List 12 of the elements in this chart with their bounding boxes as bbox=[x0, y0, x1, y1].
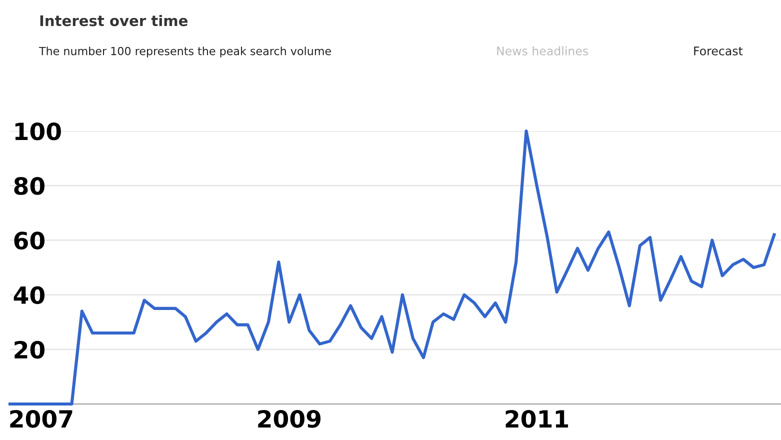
y-tick-label: 80 bbox=[14, 177, 45, 195]
x-tick-label: 2007 bbox=[10, 410, 72, 428]
text: Forecast bbox=[694, 46, 743, 56]
chart-subtitle: The number 100 represents the peak search volume bbox=[38, 46, 331, 58]
y-tick-label: 40 bbox=[14, 286, 45, 304]
y-tick-label: 20 bbox=[14, 340, 45, 359]
x-tick-label: 2009 bbox=[258, 410, 321, 428]
y-tick-label: 100 bbox=[15, 122, 61, 140]
text: News headlines bbox=[497, 46, 588, 56]
chart-title: Interest over time bbox=[40, 14, 188, 26]
x-tick-label: 2011 bbox=[506, 410, 568, 428]
y-tick-label: 60 bbox=[14, 232, 45, 250]
